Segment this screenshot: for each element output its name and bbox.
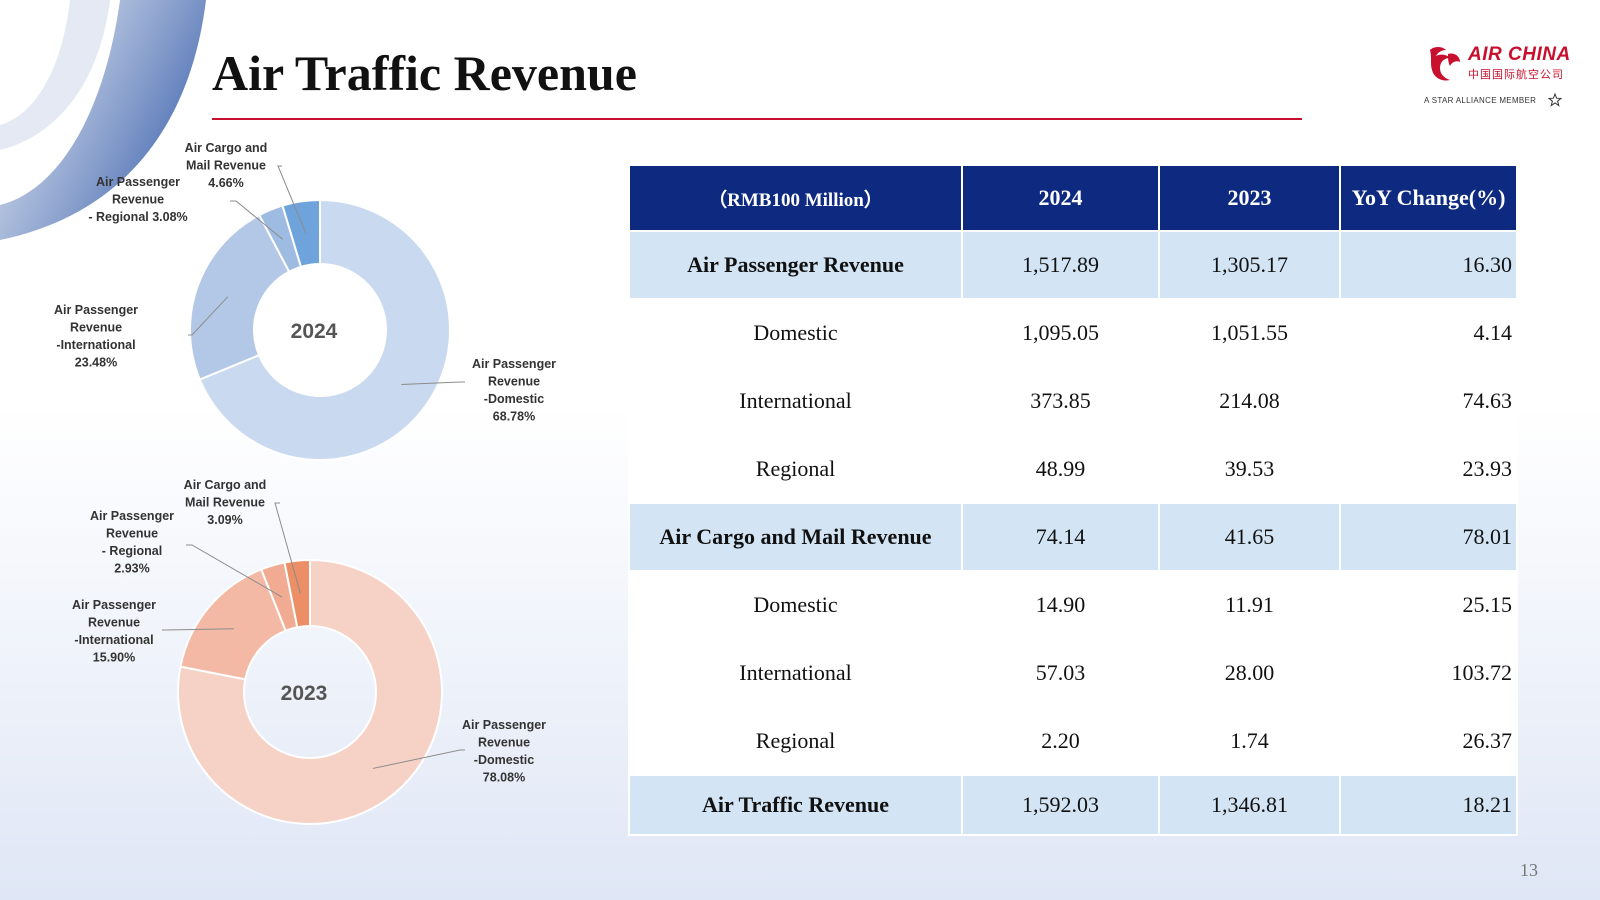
slice-label: Air Passenger Revenue - Regional 3.08%: [88, 175, 187, 224]
donut-center-label: 2023: [281, 682, 328, 705]
cell-yoy: 103.72: [1339, 638, 1518, 708]
leader-line: [188, 296, 229, 336]
donut-slice: [189, 213, 291, 381]
cell-2023: 39.53: [1158, 434, 1341, 504]
cell-yoy: 18.21: [1339, 774, 1518, 836]
leader-line: [230, 200, 284, 240]
cell-2024: 48.99: [961, 434, 1160, 504]
logo-alliance-text: A STAR ALLIANCE MEMBER: [1424, 96, 1537, 105]
cell-2023: 41.65: [1158, 502, 1341, 572]
cell-2024: 1,517.89: [961, 230, 1160, 300]
corner-decoration: [0, 0, 206, 240]
title-divider: [212, 118, 1302, 120]
cell-2023: 1,305.17: [1158, 230, 1341, 300]
leader-line: [162, 628, 234, 631]
header-2023: 2023: [1158, 164, 1341, 232]
donut-center-label: 2024: [291, 320, 338, 343]
row-label: Air Traffic Revenue: [628, 774, 963, 836]
row-label: Air Passenger Revenue: [628, 230, 963, 300]
donut-slice: [177, 558, 443, 825]
page-title: Air Traffic Revenue: [212, 45, 637, 101]
slice-label: Air Passenger Revenue -International 15.90%: [72, 598, 156, 665]
leader-line: [186, 544, 283, 598]
table-row: Domestic 14.90 11.91 25.15: [628, 570, 1518, 640]
table-row: International 373.85 214.08 74.63: [628, 366, 1518, 436]
cell-2024: 57.03: [961, 638, 1160, 708]
header-yoy: YoY Change(%): [1339, 164, 1518, 232]
donut-chart-2024: Air Passenger Revenue -Domestic 68.78% Air P…: [54, 141, 556, 461]
air-china-logo: AIR CHINA 中国国际航空公司 A STAR ALLIANCE MEMBE…: [1422, 40, 1572, 110]
leader-line: [277, 165, 307, 234]
cell-2024: 2.20: [961, 706, 1160, 776]
row-label: Air Cargo and Mail Revenue: [628, 502, 963, 572]
cell-2024: 1,592.03: [961, 774, 1160, 836]
cell-yoy: 78.01: [1339, 502, 1518, 572]
cell-yoy: 25.15: [1339, 570, 1518, 640]
cell-2023: 11.91: [1158, 570, 1341, 640]
cell-2024: 74.14: [961, 502, 1160, 572]
star-alliance-icon: [1548, 93, 1562, 107]
phoenix-logo-icon: [1430, 47, 1460, 81]
cell-yoy: 16.30: [1339, 230, 1518, 300]
row-label: Regional: [628, 706, 963, 776]
cell-yoy: 74.63: [1339, 366, 1518, 436]
slice-label: Air Passenger Revenue -Domestic 78.08%: [462, 718, 546, 785]
cell-2023: 1,346.81: [1158, 774, 1341, 836]
cell-2024: 14.90: [961, 570, 1160, 640]
table-row: Air Cargo and Mail Revenue 74.14 41.65 78.0…: [628, 502, 1518, 572]
row-label: Domestic: [628, 298, 963, 368]
cell-2023: 1.74: [1158, 706, 1341, 776]
row-label: International: [628, 638, 963, 708]
logo-chinese-name: 中国国际航空公司: [1468, 68, 1564, 81]
cell-2023: 214.08: [1158, 366, 1341, 436]
header-2024: 2024: [961, 164, 1160, 232]
header-unit: （RMB100 Million）: [628, 164, 963, 232]
slice-label: Air Cargo and Mail Revenue 4.66%: [185, 141, 268, 190]
row-label: Domestic: [628, 570, 963, 640]
row-label: Regional: [628, 434, 963, 504]
leader-line: [401, 381, 465, 386]
cell-2023: 28.00: [1158, 638, 1341, 708]
table-row: Air Traffic Revenue 1,592.03 1,346.81 18.21: [628, 774, 1518, 836]
table-header-row: （RMB100 Million） 2024 2023 YoY Change(%): [628, 164, 1518, 232]
cell-2024: 373.85: [961, 366, 1160, 436]
logo-wordmark: AIR CHINA: [1468, 44, 1571, 65]
donut-chart-2023: Air Passenger Revenue -Domestic 78.08% Air P…: [72, 478, 546, 825]
cell-yoy: 4.14: [1339, 298, 1518, 368]
slice-label: Air Passenger Revenue - Regional 2.93%: [90, 509, 174, 576]
cell-2024: 1,095.05: [961, 298, 1160, 368]
table-row: International 57.03 28.00 103.72: [628, 638, 1518, 708]
leader-line: [372, 749, 465, 769]
donut-slice: [283, 558, 311, 629]
revenue-table: （RMB100 Million） 2024 2023 YoY Change(%)…: [628, 164, 1518, 836]
cell-yoy: 23.93: [1339, 434, 1518, 504]
slice-label: Air Cargo and Mail Revenue 3.09%: [184, 478, 267, 527]
page-number: 13: [1520, 860, 1538, 880]
cell-yoy: 26.37: [1339, 706, 1518, 776]
slice-label: Air Passenger Revenue -International 23.48%: [54, 303, 138, 370]
leader-line: [274, 502, 301, 594]
cell-2023: 1,051.55: [1158, 298, 1341, 368]
row-label: International: [628, 366, 963, 436]
table-row: Domestic 1,095.05 1,051.55 4.14: [628, 298, 1518, 368]
donut-slice: [198, 198, 451, 461]
table-row: Regional 2.20 1.74 26.37: [628, 706, 1518, 776]
table-row: Air Passenger Revenue 1,517.89 1,305.17 16.…: [628, 230, 1518, 300]
table-row: Regional 48.99 39.53 23.93: [628, 434, 1518, 504]
slice-label: Air Passenger Revenue -Domestic 68.78%: [472, 357, 556, 424]
